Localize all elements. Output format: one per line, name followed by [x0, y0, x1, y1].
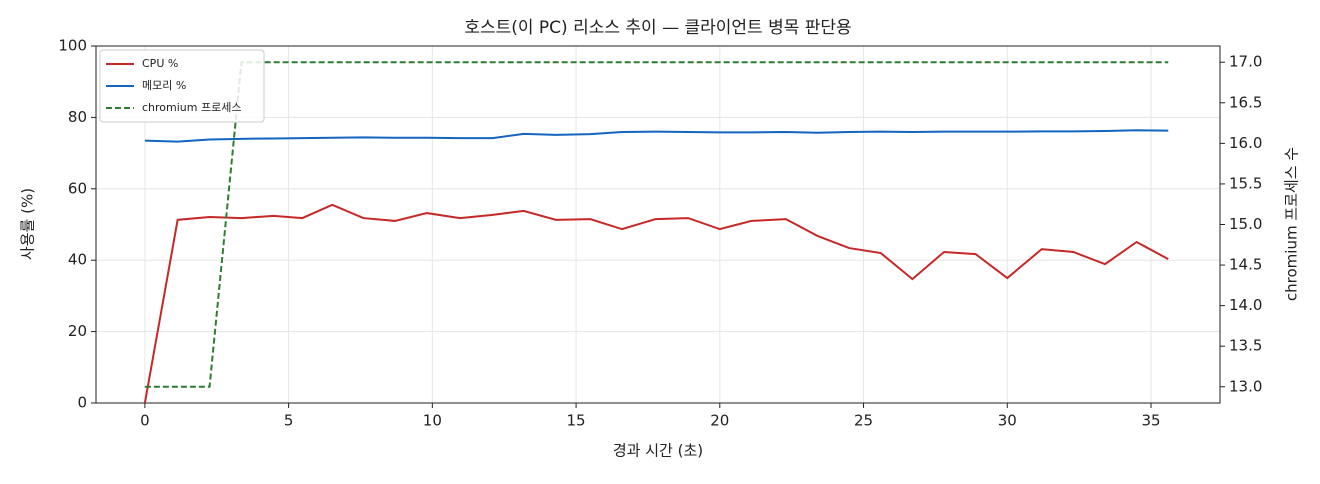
x-tick-label: 25	[854, 412, 873, 430]
y2-tick-label: 16.5	[1229, 93, 1262, 111]
y-tick-label: 0	[77, 394, 87, 412]
y-tick-label: 80	[68, 108, 87, 126]
y-tick-label: 60	[68, 179, 87, 197]
legend-label: CPU %	[142, 57, 178, 70]
y2-tick-label: 13.5	[1229, 337, 1262, 355]
x-tick-label: 0	[140, 412, 150, 430]
legend-label: chromium 프로세스	[142, 101, 241, 114]
y2-tick-label: 17.0	[1229, 53, 1262, 71]
series-line	[144, 129, 1169, 143]
x-tick-label: 15	[567, 412, 586, 430]
x-axis-label: 경과 시간 (초)	[613, 442, 703, 460]
x-tick-label: 30	[998, 412, 1017, 430]
legend-box	[99, 49, 265, 123]
x-tick-label: 10	[423, 412, 442, 430]
y-axis-label: 사용률 (%)	[19, 188, 37, 260]
legend-label: 메모리 %	[142, 79, 186, 92]
x-tick-label: 5	[284, 412, 294, 430]
series-line	[143, 203, 1169, 404]
y-tick-label: 100	[58, 37, 87, 55]
x-tick-label: 20	[710, 412, 729, 430]
series-line	[144, 61, 1169, 388]
y-tick-label: 20	[68, 322, 87, 340]
chart-title: 호스트(이 PC) 리소스 추이 — 클라이언트 병목 판단용	[464, 18, 851, 38]
y2-axis-label: chromium 프로세스 수	[1283, 147, 1301, 301]
plot-frame	[95, 45, 1221, 404]
y2-tick-label: 13.0	[1229, 377, 1262, 395]
y2-tick-label: 14.5	[1229, 256, 1262, 274]
y2-tick-label: 15.0	[1229, 215, 1262, 233]
y2-tick-label: 15.5	[1229, 174, 1262, 192]
y2-tick-label: 14.0	[1229, 296, 1262, 314]
y2-tick-label: 16.0	[1229, 134, 1262, 152]
x-tick-label: 35	[1141, 412, 1160, 430]
y-tick-label: 40	[68, 251, 87, 269]
